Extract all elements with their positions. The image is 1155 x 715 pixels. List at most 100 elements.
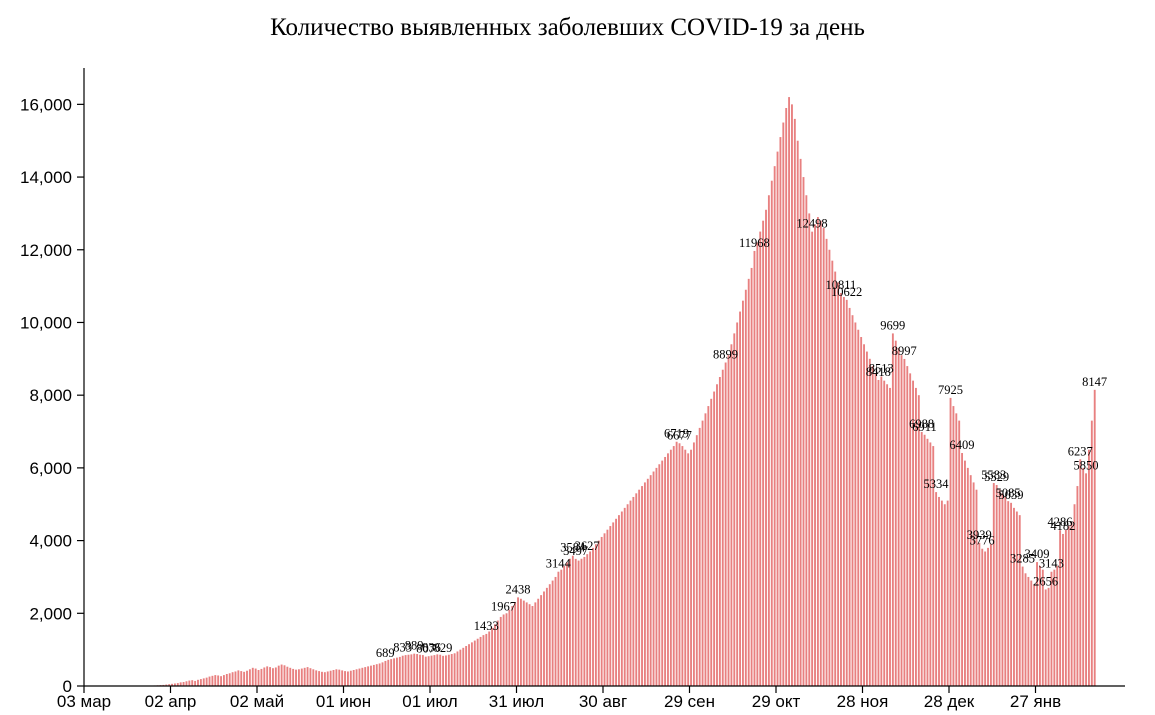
bar <box>554 576 557 686</box>
bar <box>730 344 733 686</box>
bar <box>915 387 917 686</box>
bar <box>312 669 315 686</box>
bar <box>949 397 952 686</box>
bar <box>398 656 401 686</box>
bar <box>494 624 496 686</box>
bar <box>545 587 548 686</box>
bar <box>214 675 217 686</box>
bar <box>436 654 439 686</box>
bar <box>848 307 851 686</box>
bar <box>292 668 295 686</box>
bar <box>1041 569 1044 686</box>
bar <box>710 398 713 686</box>
bar <box>531 606 534 686</box>
y-tick-label: 10,000 <box>20 313 72 332</box>
bar <box>1036 562 1038 686</box>
data-label: 8418 <box>866 365 891 379</box>
bar <box>228 673 231 686</box>
bar <box>1018 515 1021 686</box>
y-tick-label: 0 <box>63 677 72 696</box>
bar <box>1062 533 1064 686</box>
bar <box>889 387 891 686</box>
data-label: 5334 <box>924 477 950 491</box>
bar <box>577 560 580 686</box>
bar <box>179 682 182 686</box>
bar <box>724 362 727 686</box>
bar <box>1004 496 1007 686</box>
bar <box>260 668 263 686</box>
bar <box>776 151 779 687</box>
data-label: 6409 <box>949 438 974 452</box>
data-label: 4286 <box>1048 515 1073 529</box>
bar <box>721 369 724 686</box>
bar <box>871 366 874 686</box>
bar <box>713 391 716 686</box>
bar <box>681 446 684 686</box>
bar <box>364 667 367 686</box>
bar <box>695 435 698 686</box>
data-label: 3497 <box>563 544 588 558</box>
bar <box>909 373 912 686</box>
bar <box>323 672 326 686</box>
bar <box>211 675 214 686</box>
bar <box>502 614 505 686</box>
data-label: 689 <box>376 646 395 660</box>
data-label: 3939 <box>967 528 992 542</box>
bar <box>476 638 479 686</box>
bar <box>277 665 280 686</box>
bar <box>499 616 502 686</box>
bar <box>643 482 646 686</box>
bar <box>886 384 889 686</box>
bar <box>208 676 211 686</box>
bar <box>496 620 499 686</box>
data-label: 8997 <box>892 344 917 358</box>
bar <box>891 333 894 686</box>
bar <box>600 536 603 686</box>
y-tick-label: 2,000 <box>29 604 72 623</box>
bar <box>557 571 560 686</box>
bar <box>955 413 958 686</box>
bar <box>303 667 306 686</box>
bar <box>393 658 395 686</box>
bar <box>473 640 476 686</box>
bar <box>381 662 384 686</box>
bar <box>597 540 600 686</box>
bar <box>511 606 514 686</box>
bar <box>632 496 635 686</box>
bar <box>217 675 220 686</box>
data-label: 10622 <box>831 285 862 299</box>
bar <box>263 667 266 686</box>
bar <box>641 486 643 686</box>
y-tick-label: 12,000 <box>20 241 72 260</box>
bar <box>592 547 594 686</box>
bar <box>868 358 871 686</box>
bar <box>569 558 571 686</box>
bar <box>416 654 419 686</box>
bar <box>355 669 358 686</box>
bar <box>1073 504 1076 686</box>
bar <box>240 671 243 686</box>
bar <box>517 597 519 686</box>
data-label: 4182 <box>1050 519 1075 533</box>
data-label: 10811 <box>825 278 856 292</box>
x-tick-label: 02 апр <box>145 692 197 711</box>
bar <box>1090 420 1093 686</box>
bar <box>349 670 352 686</box>
bar <box>537 598 540 686</box>
bar <box>266 666 269 686</box>
bar <box>822 227 825 686</box>
bar <box>704 413 707 686</box>
bar <box>952 406 955 686</box>
x-tick-label: 01 июл <box>402 692 457 711</box>
bar <box>171 683 173 686</box>
data-label: 7925 <box>938 383 963 397</box>
bar <box>580 558 583 686</box>
bar <box>534 602 537 686</box>
bar <box>505 613 508 686</box>
bar <box>586 554 589 686</box>
bar <box>923 434 926 686</box>
bar <box>989 544 992 686</box>
bar <box>618 515 620 686</box>
x-tick-label: 27 янв <box>1010 692 1061 711</box>
data-label: 1433 <box>474 619 499 633</box>
